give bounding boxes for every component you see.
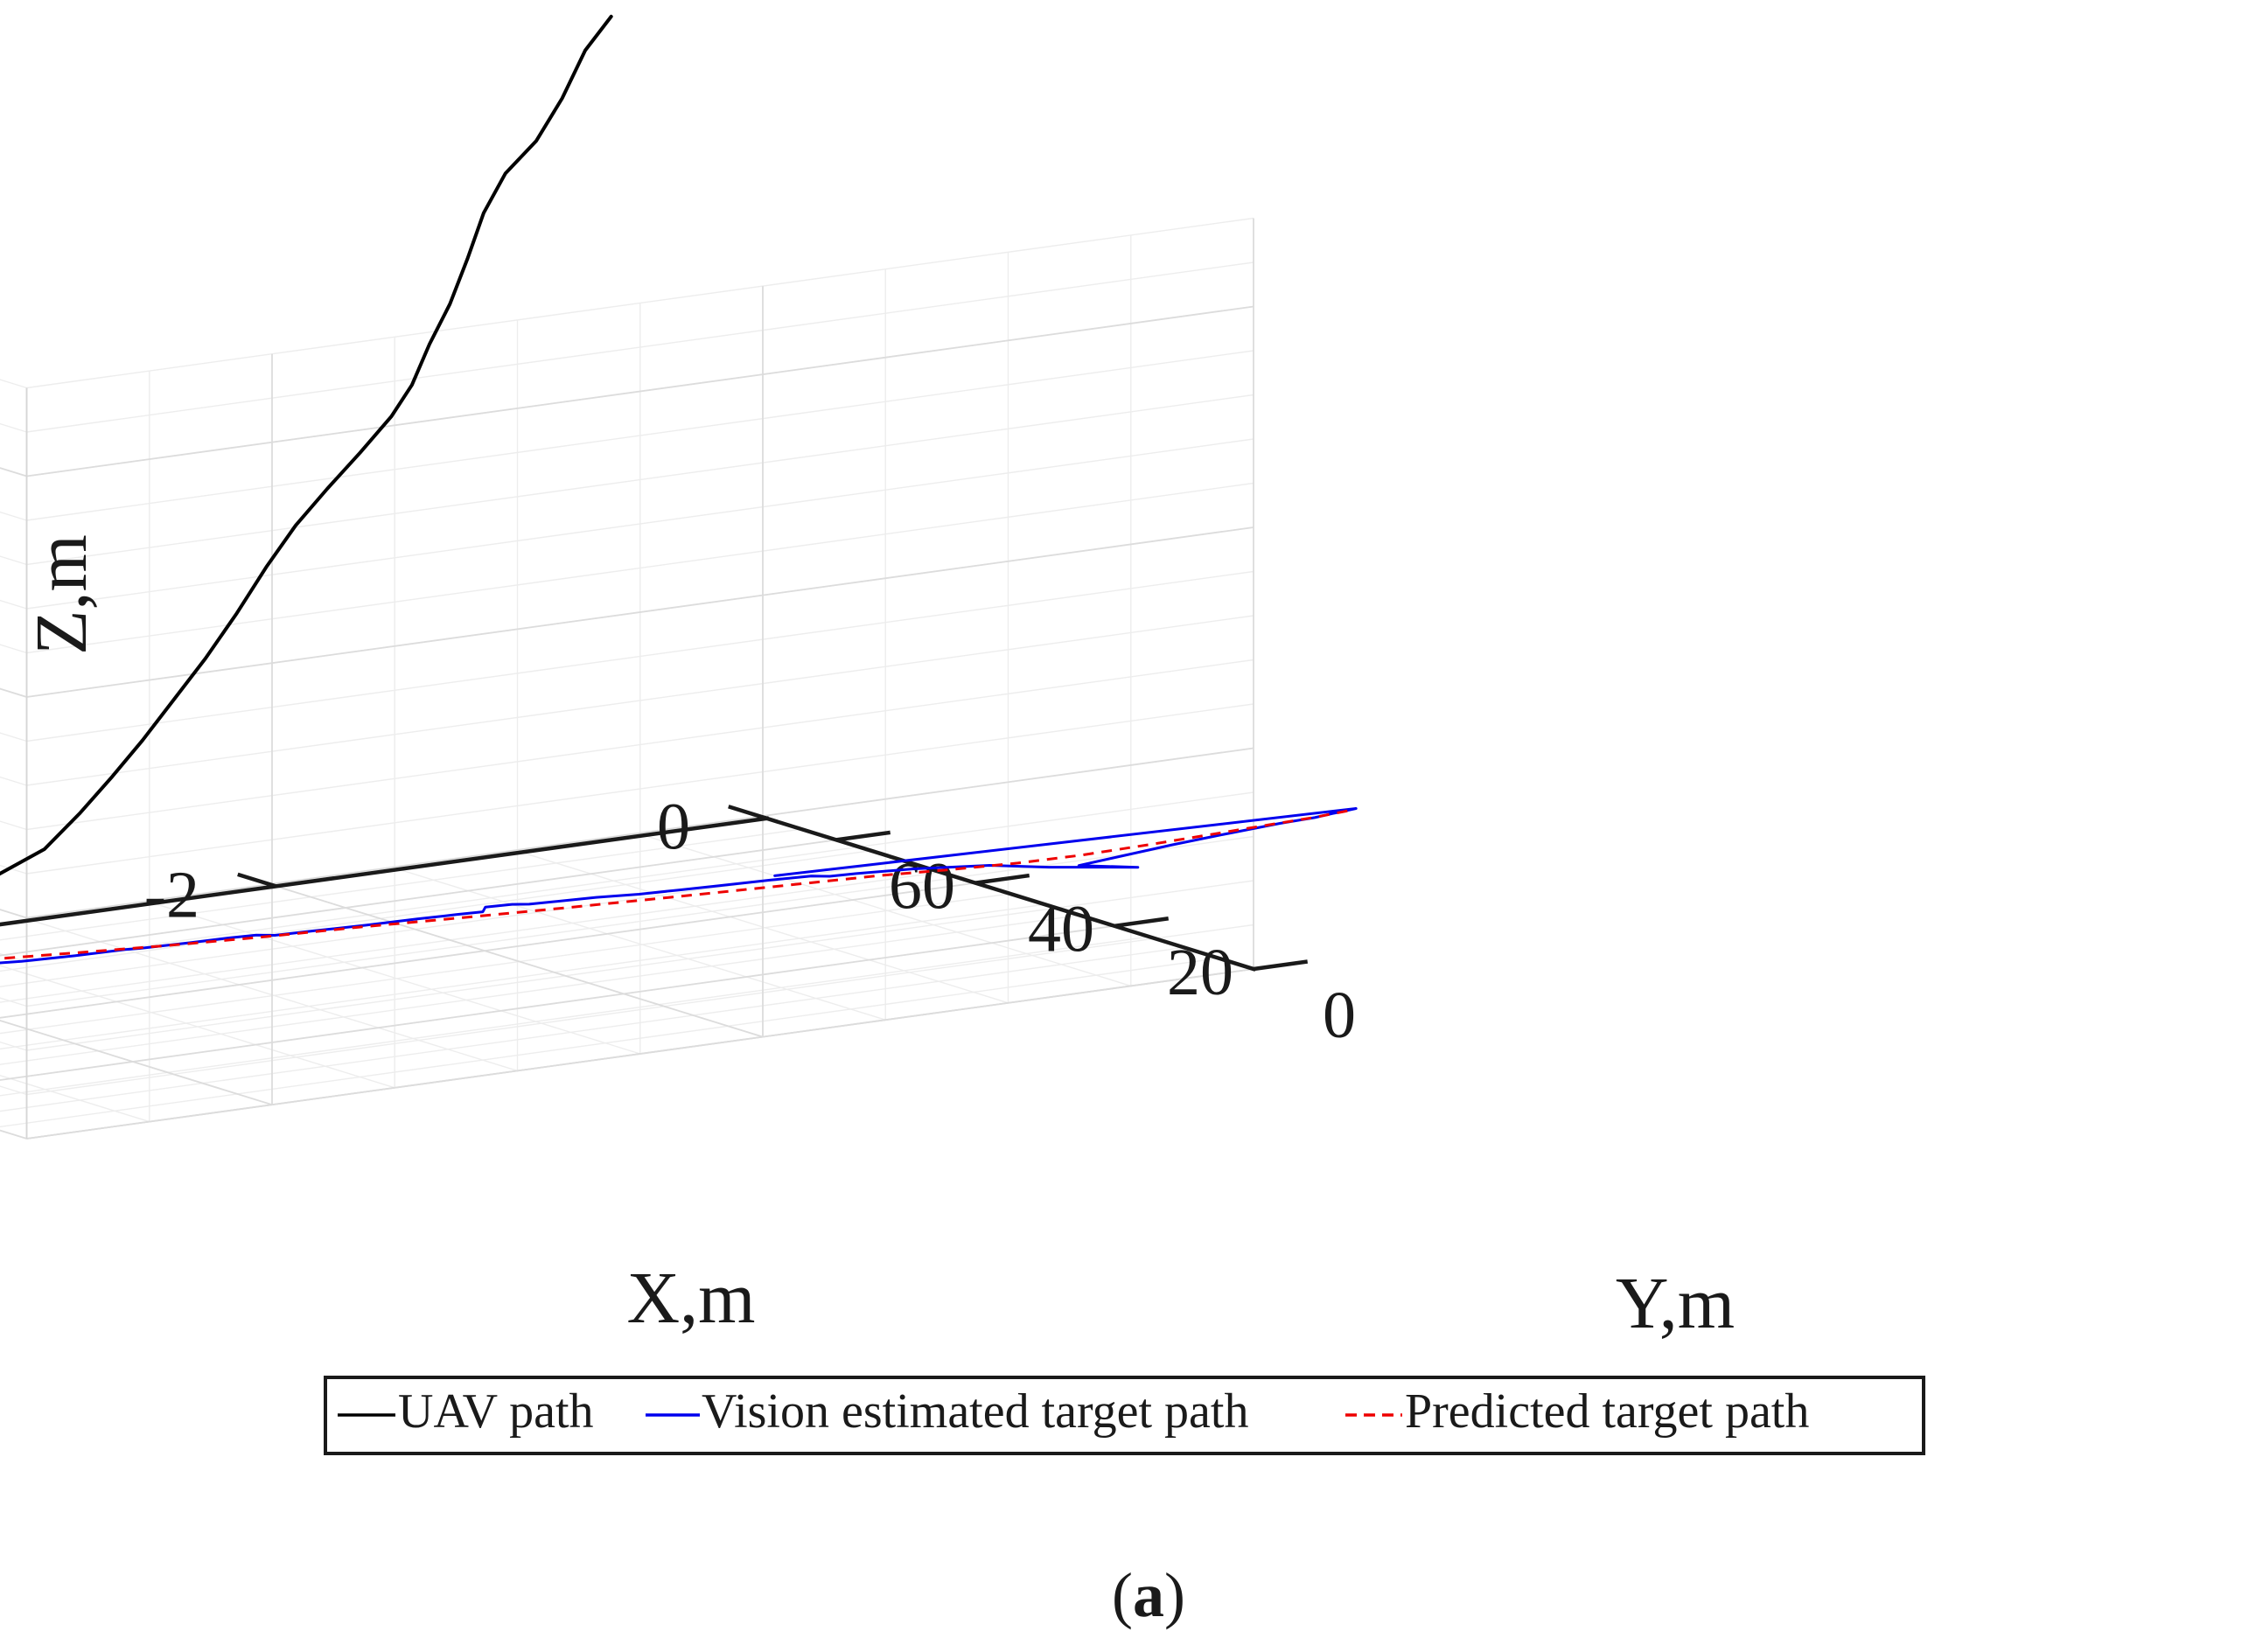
x-axis-tick-label: -2	[144, 858, 199, 931]
right-wall-major-grid-line	[26, 747, 1254, 919]
right-wall-grid-line	[26, 880, 1254, 1051]
x-axis-tick	[237, 872, 277, 889]
right-wall-grid-line	[26, 659, 1254, 831]
floor-grid-line	[0, 861, 906, 987]
legend-label-uav: UAV path	[398, 1384, 594, 1439]
right-wall-grid-line	[26, 924, 1254, 1096]
y-axis-tick	[1253, 959, 1309, 972]
right-wall-grid-line	[26, 835, 1254, 1007]
right-wall-grid-line	[26, 570, 1254, 742]
data-series	[0, 14, 1358, 965]
left-wall-grid-line	[0, 909, 27, 919]
left-wall-grid-line	[0, 467, 27, 477]
floor-grid-line	[0, 946, 1184, 1112]
floor-grid-line	[0, 1020, 273, 1105]
right-wall-grid-line	[26, 350, 1254, 521]
left-wall-grid-line	[0, 422, 27, 433]
floor-major-grid-line	[0, 1020, 273, 1106]
right-wall-grid-line	[26, 438, 1254, 610]
caption-close: )	[1164, 1560, 1185, 1630]
series-line-vision-estimated-target-path	[0, 807, 1358, 965]
legend: UAV path Vision estimated target path Pr…	[324, 1376, 1925, 1455]
floor-grid-line	[398, 868, 886, 1021]
floor-major-grid-line	[0, 882, 976, 1019]
left-wall-major-grid-line	[0, 909, 27, 919]
left-wall-grid-line	[0, 511, 27, 521]
floor-grid-line	[0, 958, 1219, 1128]
left-wall-grid-line	[0, 379, 27, 389]
figure-caption: (a)	[1112, 1560, 1185, 1630]
y-axis-tick	[1114, 917, 1170, 929]
y-axis-line	[764, 815, 1256, 972]
floor-major-grid-line	[0, 839, 837, 957]
y-axis-tick	[835, 830, 891, 842]
floor-grid-line	[0, 965, 395, 1089]
floor-grid-line	[0, 936, 1149, 1097]
left-wall-grid-line	[0, 776, 27, 786]
right-wall-grid-line	[26, 217, 1254, 389]
y-axis-tick-label: 40	[1028, 893, 1094, 966]
y-axis-tick-label: 0	[1323, 979, 1356, 1052]
x-axis-tick-label: 0	[657, 791, 690, 864]
right-wall-grid-line	[26, 394, 1254, 566]
y-axis-label: Y,m	[1616, 1263, 1735, 1344]
right-wall-grid-line	[26, 615, 1254, 786]
legend-label-vision: Vision estimated target path	[702, 1384, 1248, 1439]
floor-grid-line	[644, 834, 1131, 987]
floor-grid-line	[30, 919, 518, 1072]
legend-label-predicted: Predicted target path	[1405, 1384, 1809, 1439]
series-line-predicted-target-path	[0, 806, 1356, 960]
floor-grid-line	[520, 851, 1009, 1004]
right-wall-major-grid-line	[26, 526, 1254, 698]
floor-grid-line	[153, 903, 640, 1055]
y-axis-tick-label: 20	[1167, 936, 1233, 1009]
legend-box	[324, 1376, 1925, 1455]
left-wall-grid-line	[0, 864, 27, 875]
right-wall-grid-line	[26, 791, 1254, 963]
x-axis-line	[0, 816, 770, 927]
x-axis-tick	[728, 805, 768, 820]
left-wall-grid-line	[0, 820, 27, 831]
x-axis-label: X,m	[627, 1258, 756, 1339]
caption-open: (	[1112, 1560, 1133, 1630]
y-axis-tick	[974, 873, 1030, 885]
floor-grid-line	[0, 1075, 150, 1123]
right-wall-grid-line	[26, 261, 1254, 433]
axes: 0-2-40204060051015	[0, 791, 1356, 1052]
series-line-uav-path	[0, 14, 613, 876]
floor-major-grid-line	[276, 885, 764, 1038]
right-wall-major-grid-line	[26, 305, 1254, 477]
left-wall-major-grid-line	[0, 467, 27, 477]
right-wall-grid-line	[26, 703, 1254, 875]
right-wall-major-grid-line	[26, 968, 1254, 1140]
z-axis-label: Z,m	[21, 534, 102, 655]
caption-letter: a	[1133, 1560, 1164, 1630]
right-wall-grid-line	[26, 482, 1254, 654]
floor-major-grid-line	[0, 924, 1115, 1081]
